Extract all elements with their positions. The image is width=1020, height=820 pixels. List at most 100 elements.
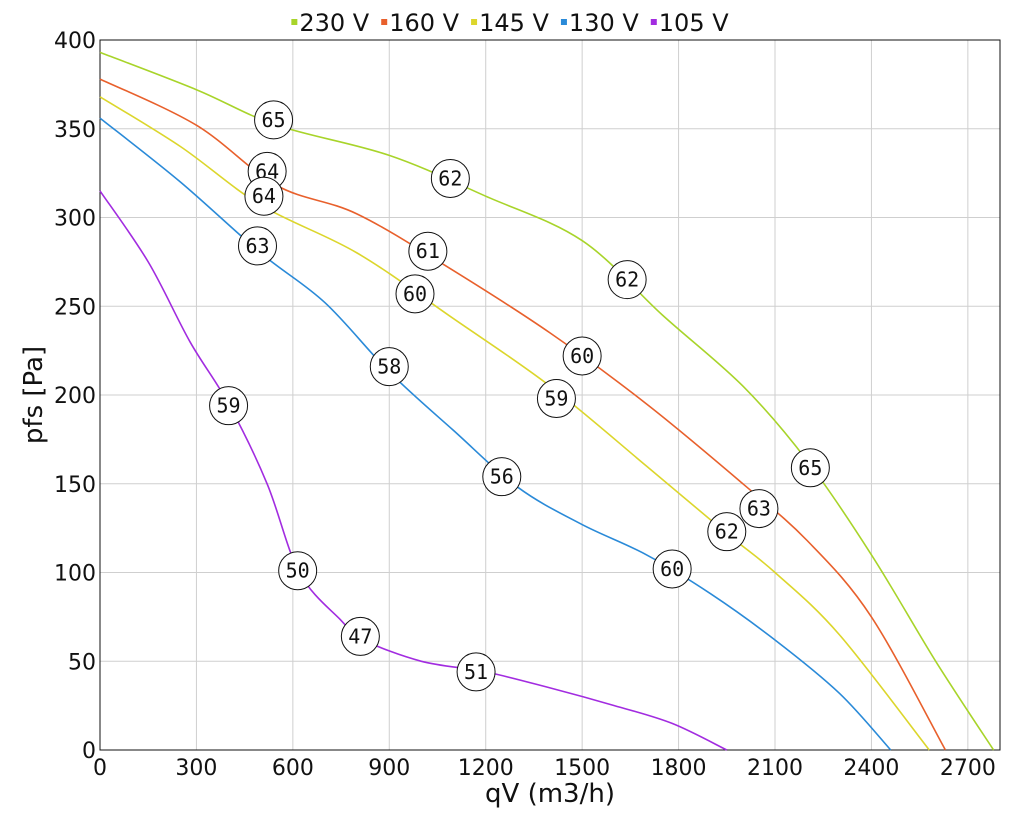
efficiency-bubble-circle <box>408 231 448 271</box>
y-tick-label: 300 <box>54 207 96 232</box>
x-tick-label: 2700 <box>940 756 996 781</box>
efficiency-bubble-label: 60 <box>403 282 427 306</box>
efficiency-bubble-label: 63 <box>245 234 269 258</box>
legend-item: 145 V <box>471 9 550 37</box>
x-tick-label: 1800 <box>651 756 707 781</box>
efficiency-bubble-circle <box>395 274 435 314</box>
efficiency-bubble-label: 63 <box>747 497 771 521</box>
y-axis-ticks: 0 50 100 150 200 250 300 350 400 <box>54 29 96 764</box>
efficiency-bubble: 62 <box>430 158 470 198</box>
efficiency-bubble-circle <box>607 260 647 300</box>
efficiency-bubble-circle <box>456 652 496 692</box>
efficiency-bubble-circle <box>278 551 318 591</box>
efficiency-bubble-label: 62 <box>438 166 462 190</box>
efficiency-bubble-label: 56 <box>490 465 514 489</box>
efficiency-bubble: 59 <box>209 386 249 426</box>
efficiency-bubble-circle <box>369 347 409 387</box>
x-tick-label: 1200 <box>458 756 514 781</box>
efficiency-bubble: 61 <box>408 231 448 271</box>
x-axis-ticks: 0 300 600 900 1200 1500 1800 2100 2400 2700 <box>93 756 996 781</box>
x-tick-label: 2400 <box>843 756 899 781</box>
efficiency-bubble: 51 <box>456 652 496 692</box>
efficiency-bubble-circle <box>652 549 692 589</box>
efficiency-bubble-circle <box>340 616 380 656</box>
efficiency-bubble-label: 65 <box>262 108 286 132</box>
efficiency-bubble-label: 59 <box>544 387 568 411</box>
y-tick-label: 150 <box>54 473 96 498</box>
efficiency-bubble-label: 61 <box>416 239 440 263</box>
efficiency-bubble: 62 <box>707 512 747 552</box>
x-tick-label: 1500 <box>554 756 610 781</box>
efficiency-bubble-circle <box>209 386 249 426</box>
legend-item: 130 V <box>560 9 639 37</box>
efficiency-bubble: 50 <box>278 551 318 591</box>
y-tick-label: 200 <box>54 384 96 409</box>
efficiency-bubble-label: 60 <box>660 557 684 581</box>
efficiency-bubble: 63 <box>739 489 779 529</box>
efficiency-bubble: 60 <box>652 549 692 589</box>
efficiency-bubble: 62 <box>607 260 647 300</box>
efficiency-bubble-circle <box>536 379 576 419</box>
x-tick-label: 0 <box>93 756 107 781</box>
efficiency-bubble-label: 47 <box>348 624 372 648</box>
efficiency-bubble: 65 <box>254 100 294 140</box>
x-tick-label: 900 <box>368 756 410 781</box>
efficiency-bubble: 58 <box>369 347 409 387</box>
efficiency-bubble: 47 <box>340 616 380 656</box>
y-tick-label: 250 <box>54 295 96 320</box>
efficiency-bubble: 65 <box>790 448 830 488</box>
x-axis-title: qV (m3/h) <box>485 779 615 809</box>
legend-swatch <box>560 19 567 25</box>
x-tick-label: 2100 <box>747 756 803 781</box>
efficiency-bubble-label: 60 <box>570 344 594 368</box>
legend-swatch <box>650 19 657 25</box>
plot-frame <box>99 39 1001 751</box>
legend-swatch <box>471 19 478 25</box>
efficiency-bubble-circle <box>790 448 830 488</box>
efficiency-bubble: 56 <box>482 457 522 497</box>
efficiency-bubble: 63 <box>238 226 277 266</box>
efficiency-bubble-label: 51 <box>464 660 488 684</box>
legend-label: 145 V <box>479 9 549 37</box>
legend-swatch <box>291 19 298 25</box>
efficiency-bubble-label: 58 <box>377 355 401 379</box>
y-tick-label: 400 <box>54 29 96 54</box>
efficiency-bubble-circle <box>430 158 470 198</box>
efficiency-bubble: 64 <box>244 176 284 216</box>
legend: 230 V 160 V 145 V 130 V 105 V <box>291 9 729 37</box>
legend-item: 160 V <box>381 9 460 37</box>
efficiency-bubble-circle <box>562 336 602 376</box>
series-line-105v <box>99 190 728 751</box>
efficiency-bubble-label: 62 <box>615 268 639 292</box>
efficiency-bubble: 59 <box>536 379 576 419</box>
y-tick-label: 350 <box>54 118 96 143</box>
efficiency-bubble-label: 65 <box>798 456 822 480</box>
legend-label: 160 V <box>389 9 459 37</box>
efficiency-bubble-circle <box>739 489 779 529</box>
efficiency-bubble-circle <box>254 100 294 140</box>
efficiency-bubble: 60 <box>395 274 435 314</box>
series-line-130v <box>99 117 892 751</box>
x-tick-label: 300 <box>175 756 217 781</box>
legend-item: 105 V <box>650 9 729 37</box>
efficiency-bubble-label: 50 <box>286 559 310 583</box>
efficiency-bubble-circle <box>482 457 522 497</box>
legend-item: 230 V <box>291 9 370 37</box>
x-tick-label: 600 <box>272 756 314 781</box>
efficiency-bubble-label: 59 <box>217 394 241 418</box>
efficiency-bubble-circle <box>238 226 277 266</box>
y-tick-label: 100 <box>54 562 96 587</box>
y-tick-label: 50 <box>68 650 96 675</box>
efficiency-bubble-label: 62 <box>715 520 739 544</box>
legend-label: 105 V <box>659 9 729 37</box>
legend-swatch <box>381 19 388 25</box>
y-axis-title: pfs [Pa] <box>19 346 49 444</box>
efficiency-bubble-label: 64 <box>252 184 276 208</box>
efficiency-bubble-circle <box>244 176 284 216</box>
efficiency-bubble: 60 <box>562 336 602 376</box>
legend-label: 230 V <box>299 9 369 37</box>
legend-label: 130 V <box>569 9 639 37</box>
y-tick-label: 0 <box>82 739 96 764</box>
